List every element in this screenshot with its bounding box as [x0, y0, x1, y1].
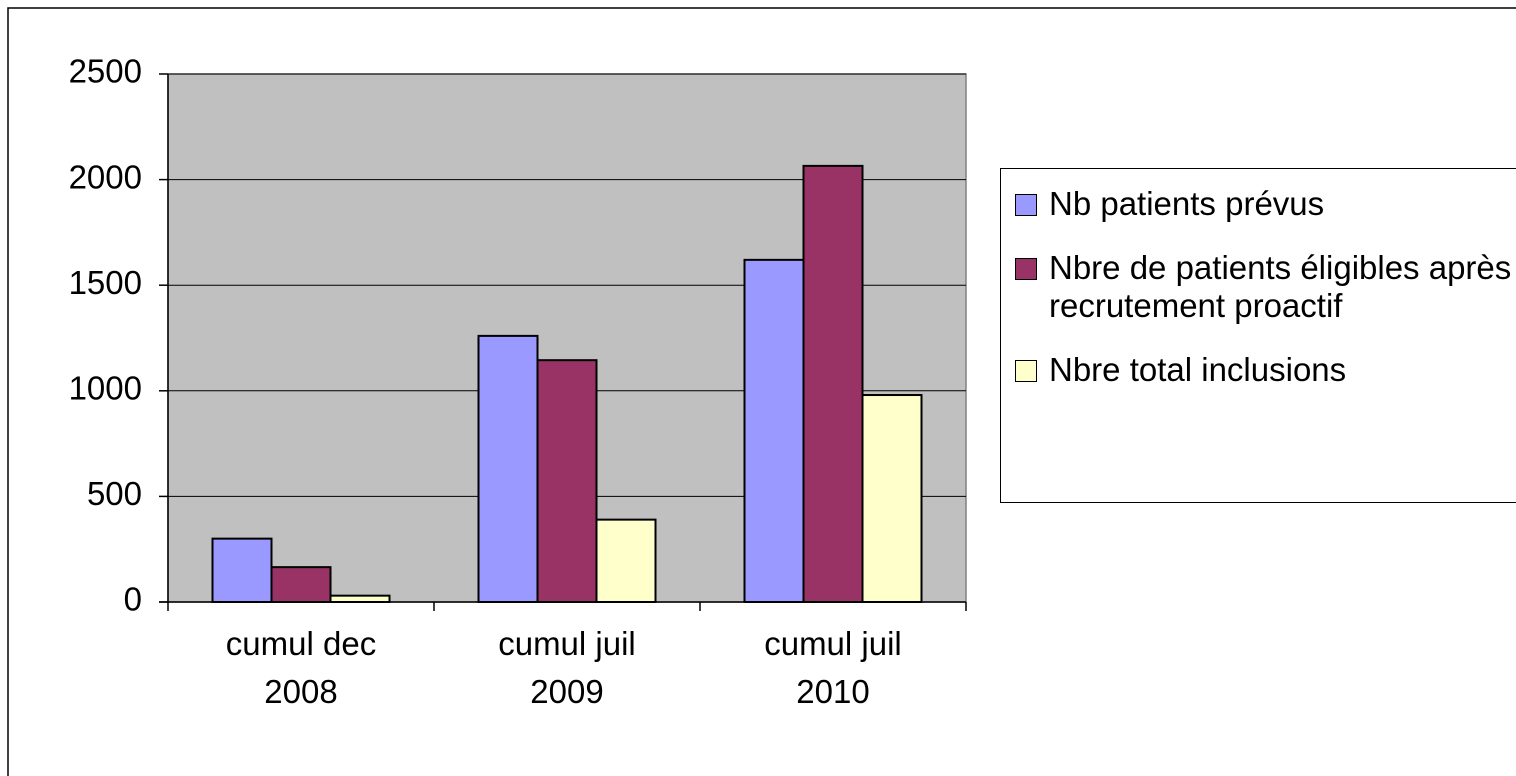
- bar: [536, 359, 598, 603]
- bar: [329, 594, 391, 604]
- bar: [595, 518, 657, 604]
- legend-label: Nb patients prévus: [1049, 185, 1325, 222]
- bar: [802, 164, 864, 603]
- y-tick-label: 0: [124, 581, 142, 618]
- bar: [211, 537, 273, 604]
- bar: [270, 566, 332, 603]
- chart-border: [7, 7, 1516, 776]
- y-tick-label: 2000: [69, 158, 142, 195]
- legend-item: Nbre de patients éligibles après recrute…: [1015, 249, 1516, 325]
- y-tick-label: 1500: [69, 264, 142, 301]
- legend-item: Nb patients prévus: [1015, 185, 1516, 223]
- x-tick-label: cumul dec 2008: [225, 625, 377, 710]
- legend-label: Nbre de patients éligibles après recrute…: [1049, 249, 1512, 324]
- legend-swatch: [1015, 360, 1037, 382]
- x-tick-label: cumul juil 2009: [498, 625, 636, 710]
- bar: [743, 258, 805, 603]
- x-tick-label: cumul juil 2010: [764, 625, 902, 710]
- y-tick-label: 1000: [69, 370, 142, 407]
- y-tick-label: 2500: [69, 53, 142, 90]
- legend: Nb patients prévus Nbre de patients éligi…: [1000, 168, 1516, 503]
- bar: [477, 334, 539, 603]
- bar: [861, 394, 923, 603]
- legend-swatch: [1015, 194, 1037, 216]
- y-tick-label: 500: [87, 475, 142, 512]
- legend-item: Nbre total inclusions: [1015, 351, 1516, 389]
- legend-label: Nbre total inclusions: [1049, 351, 1347, 388]
- legend-swatch: [1015, 258, 1037, 280]
